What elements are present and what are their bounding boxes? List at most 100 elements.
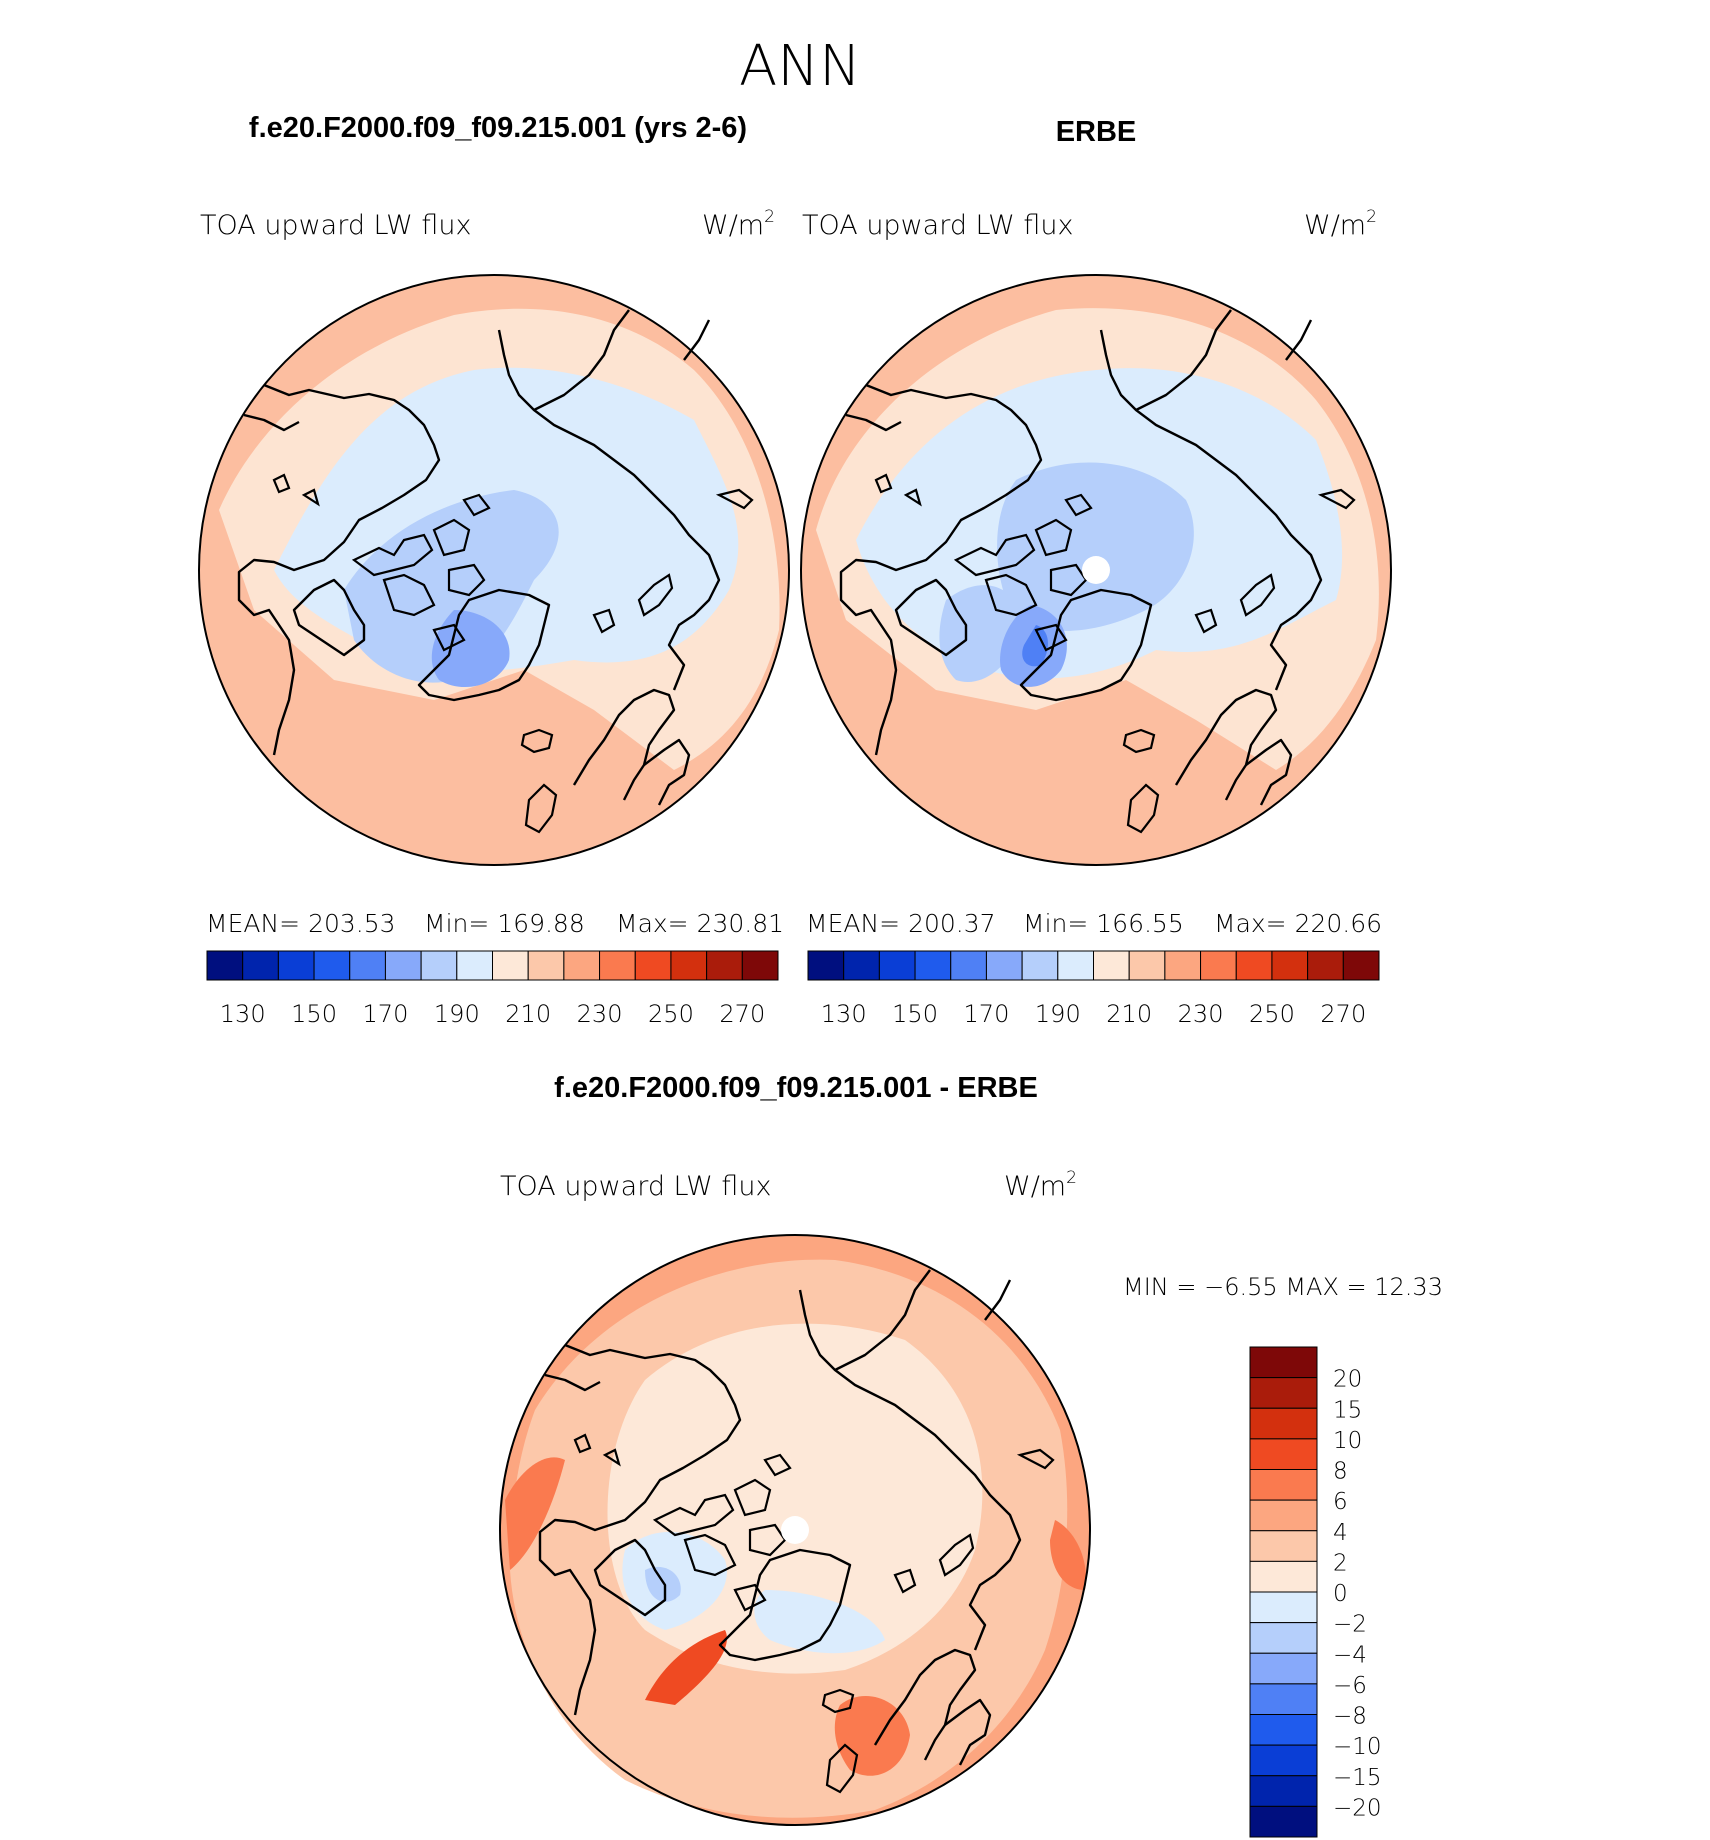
colorbar-box <box>670 950 708 981</box>
colorbar-box <box>420 950 458 981</box>
colorbar-box <box>384 950 422 981</box>
colorbar-tick-label: 0 <box>1333 1581 1348 1607</box>
colorbar-box <box>1093 950 1130 981</box>
colorbar-box <box>313 950 351 981</box>
colorbar-tick-label: 170 <box>964 1000 1010 1028</box>
panel-obs-title: ERBE <box>1056 116 1137 148</box>
diff-max-value: 12.33 <box>1374 1273 1443 1301</box>
colorbar-tick-label: 170 <box>363 1000 409 1028</box>
colorbar-tick-label: 6 <box>1333 1489 1348 1515</box>
colorbar-box <box>741 950 779 981</box>
max-value: 220.66 <box>1295 909 1382 938</box>
mean-value: 200.37 <box>908 909 995 938</box>
colorbar-box <box>1164 950 1202 981</box>
colorbar-model: 130 150 170 190 210 230 250 270 <box>206 950 779 1028</box>
colorbar-box <box>1200 950 1237 981</box>
colorbar-tick-label: 270 <box>1320 1000 1366 1028</box>
colorbar-box <box>1307 950 1344 981</box>
mean-label: MEAN= <box>806 909 900 938</box>
panel-diff: f.e20.F2000.f09_f09.215.001 - ERBE TOA u… <box>499 1072 1443 1838</box>
colorbar-box <box>843 950 880 981</box>
colorbar-box <box>1249 1499 1318 1532</box>
colorbar-box <box>527 950 565 981</box>
colorbar-box <box>1249 1805 1318 1838</box>
colorbar-tick-label: 150 <box>892 1000 938 1028</box>
colorbar-box <box>985 950 1023 981</box>
colorbar-box <box>1249 1469 1318 1501</box>
colorbar-box <box>206 950 244 981</box>
colorbar-tick-label: 150 <box>291 1000 337 1028</box>
colorbar-box <box>563 950 601 981</box>
colorbar-tick-label: −6 <box>1333 1673 1367 1699</box>
colorbar-tick-label: 190 <box>434 1000 480 1028</box>
colorbar-box <box>1271 950 1309 981</box>
colorbar-box <box>706 950 743 981</box>
panel-obs-units: W/m2 <box>1304 207 1377 241</box>
colorbar-box <box>1249 1714 1318 1746</box>
colorbar-box <box>1057 950 1094 981</box>
colorbar-box <box>1249 1407 1318 1440</box>
colorbar-tick-label: 20 <box>1333 1367 1362 1393</box>
colorbar-tick-label: 4 <box>1333 1520 1348 1546</box>
svg-text:MEAN= 203.53: MEAN= 203.53 <box>206 909 396 938</box>
colorbar-box <box>634 950 672 981</box>
stats-model: MEAN= 203.53 Min= 169.88 Max= 230.81 <box>206 909 784 938</box>
svg-text:MIN = −6.55 MAX = 12.33: MIN = −6.55 MAX = 12.33 <box>1123 1273 1443 1301</box>
colorbar-box <box>599 950 636 981</box>
diff-stats: MIN = −6.55 MAX = 12.33 <box>1123 1273 1443 1301</box>
colorbar-tick-label: 230 <box>1178 1000 1224 1028</box>
colorbar-box <box>878 950 916 981</box>
colorbar-tick-label: −8 <box>1333 1704 1367 1730</box>
polar-map-obs <box>800 274 1392 866</box>
colorbar-box <box>1021 950 1059 981</box>
colorbar-box <box>349 950 386 981</box>
colorbar-tick-label: −20 <box>1333 1795 1382 1821</box>
colorbar-box <box>1249 1530 1318 1562</box>
svg-text:MEAN= 200.37: MEAN= 200.37 <box>806 909 996 938</box>
panel-obs-variable: TOA upward LW flux <box>802 210 1074 241</box>
colorbar-box <box>807 950 845 981</box>
svg-text:Max= 220.66: Max= 220.66 <box>1214 909 1382 938</box>
units-text: W/m <box>702 210 764 241</box>
colorbar-box <box>914 950 952 981</box>
colorbar-box <box>1249 1775 1318 1807</box>
colorbar-obs: 130 150 170 190 210 230 250 270 <box>807 950 1380 1028</box>
svg-text:Min= 169.88: Min= 169.88 <box>424 909 585 938</box>
colorbar-box <box>1342 950 1380 981</box>
colorbar-tick-label: 250 <box>648 1000 694 1028</box>
colorbar-box <box>1249 1622 1318 1654</box>
colorbar-box <box>456 950 493 981</box>
colorbar-box <box>1249 1560 1318 1593</box>
colorbar-tick-label: 130 <box>821 1000 867 1028</box>
mean-label: MEAN= <box>206 909 300 938</box>
colorbar-box <box>1249 1591 1318 1624</box>
colorbar-box <box>1249 1377 1318 1409</box>
max-value: 230.81 <box>697 909 784 938</box>
colorbar-tick-label: 2 <box>1333 1550 1348 1576</box>
colorbar-box <box>242 950 279 981</box>
max-label: Max= <box>1214 909 1287 938</box>
svg-text:Max= 230.81: Max= 230.81 <box>616 909 784 938</box>
panel-diff-units: W/m2 <box>1004 1168 1077 1202</box>
panel-obs: ERBE TOA upward LW flux W/m2 MEAN= 200.3… <box>800 116 1392 1028</box>
colorbar-tick-label: 230 <box>577 1000 623 1028</box>
panel-model-units: W/m2 <box>702 207 775 241</box>
colorbar-tick-label: 250 <box>1249 1000 1295 1028</box>
colorbar-box <box>1128 950 1166 981</box>
colorbar-box <box>492 950 529 981</box>
colorbar-tick-label: 8 <box>1333 1459 1348 1485</box>
colorbar-tick-label: −10 <box>1333 1734 1382 1760</box>
colorbar-box <box>1235 950 1273 981</box>
colorbar-box <box>277 950 315 981</box>
panel-diff-variable: TOA upward LW flux <box>500 1171 772 1202</box>
colorbar-box <box>1249 1652 1318 1685</box>
panel-diff-title: f.e20.F2000.f09_f09.215.001 - ERBE <box>554 1072 1038 1104</box>
colorbar-box <box>1249 1346 1318 1379</box>
colorbar-tick-label: −15 <box>1333 1765 1382 1791</box>
stats-obs: MEAN= 200.37 Min= 166.55 Max= 220.66 <box>806 909 1382 938</box>
diff-min-value: −6.55 <box>1204 1273 1278 1301</box>
min-label: Min= <box>424 909 489 938</box>
colorbar-tick-label: 130 <box>220 1000 266 1028</box>
